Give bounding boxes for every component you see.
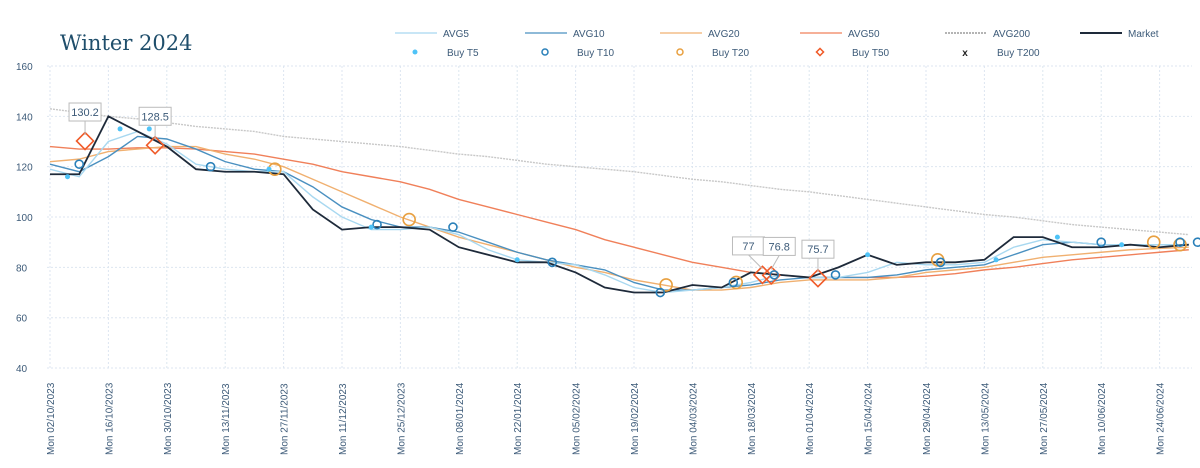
annotation-pointer	[748, 254, 763, 270]
buy-t10-marker	[448, 222, 458, 232]
buy-t10-marker	[372, 219, 382, 230]
series-market	[50, 115, 1189, 294]
annotation-label: 76.8	[769, 241, 790, 253]
buy-t5-marker	[1119, 242, 1125, 248]
legend-label: Buy T20	[712, 48, 749, 59]
buy-t20-marker	[659, 278, 673, 292]
legend-label: Buy T50	[852, 48, 889, 59]
legend-label: AVG200	[993, 29, 1030, 40]
buy-t5-marker	[368, 224, 374, 230]
buy-t20-marker	[729, 275, 744, 290]
x-tick-label: Mon 16/10/2023	[104, 382, 115, 455]
x-tick-label: Mon 25/12/2023	[396, 382, 407, 455]
y-tick-label: 40	[16, 364, 28, 375]
legend-ring-icon	[676, 48, 684, 56]
x-tick-label: Mon 13/05/2024	[980, 382, 991, 455]
annotation-label: 75.7	[807, 244, 828, 256]
legend-ring-icon	[541, 48, 549, 56]
buy-t10-marker	[1096, 237, 1106, 247]
buy-t10-marker	[1175, 237, 1185, 247]
legend-label: Market	[1128, 29, 1159, 40]
x-tick-label: Mon 05/02/2024	[572, 382, 583, 455]
x-tick-label: Mon 18/03/2024	[747, 382, 758, 455]
x-tick-label: Mon 08/01/2024	[455, 382, 466, 455]
buy-t5-marker	[1054, 234, 1060, 240]
buy-t20-marker	[402, 212, 416, 227]
buy-t5-marker	[117, 126, 123, 132]
buy-t10-marker	[655, 287, 666, 298]
annotation-label: 128.5	[141, 111, 169, 123]
buy-t5-marker	[65, 174, 71, 180]
legend-diamond-icon	[815, 47, 825, 57]
x-tick-label: Mon 27/05/2024	[1039, 382, 1050, 455]
buy-t5-marker	[865, 252, 871, 258]
legend-label: Buy T200	[997, 48, 1040, 59]
series-avg200	[49, 108, 1189, 236]
x-tick-label: Mon 29/04/2024	[922, 382, 933, 455]
y-tick-label: 80	[16, 263, 28, 274]
buy-t10-marker	[935, 257, 946, 268]
y-tick-label: 120	[16, 163, 33, 174]
buy-t20-marker	[1146, 235, 1161, 249]
legend-label: Buy T10	[577, 48, 614, 59]
buy-t10-marker	[1192, 237, 1200, 247]
buy-t10-marker	[205, 161, 216, 172]
y-tick-label: 160	[16, 62, 33, 73]
buy-t5-marker	[146, 126, 152, 132]
y-tick-label: 100	[16, 213, 33, 224]
legend-dot-icon	[412, 49, 418, 55]
legend-label: AVG20	[708, 29, 740, 40]
buy-t10-marker	[830, 270, 841, 280]
legend-x-icon: x	[962, 48, 968, 59]
x-tick-label: Mon 01/04/2024	[805, 382, 816, 455]
buy-t10-marker	[728, 277, 739, 288]
y-tick-label: 60	[16, 314, 28, 325]
x-tick-label: Mon 11/12/2023	[338, 383, 349, 455]
buy-t10-marker	[547, 257, 558, 268]
series-avg5	[49, 130, 1189, 294]
x-tick-label: Mon 15/04/2024	[864, 382, 875, 455]
buy-t5-marker	[993, 257, 999, 263]
x-tick-label: Mon 10/06/2024	[1097, 382, 1108, 455]
buy-t50-marker	[75, 131, 95, 151]
chart-title: Winter 2024	[60, 31, 192, 55]
annotation-label: 77	[742, 241, 754, 253]
x-tick-label: Mon 30/10/2023	[163, 382, 174, 455]
legend-label: AVG5	[443, 29, 469, 40]
x-tick-label: Mon 19/02/2024	[630, 382, 641, 455]
annotation-pointer	[770, 255, 780, 270]
series-avg10	[49, 135, 1189, 291]
x-tick-label: Mon 27/11/2023	[280, 383, 291, 455]
x-tick-label: Mon 02/10/2023	[46, 382, 57, 455]
legend-label: Buy T5	[447, 48, 479, 59]
buy-t10-marker	[74, 159, 84, 169]
x-tick-label: Mon 13/11/2023	[221, 383, 232, 455]
buy-t50-marker	[145, 135, 165, 155]
x-tick-label: Mon 24/06/2024	[1156, 382, 1167, 455]
y-tick-label: 140	[16, 112, 33, 123]
buy-t5-marker	[266, 166, 272, 172]
annotation-label: 130.2	[71, 107, 99, 119]
legend-label: AVG10	[573, 29, 605, 40]
buy-t5-marker	[514, 257, 520, 263]
buy-t50-marker	[808, 268, 828, 288]
legend-label: AVG50	[848, 29, 880, 40]
x-tick-label: Mon 22/01/2024	[513, 382, 524, 455]
buy-t10-marker	[769, 270, 779, 280]
x-tick-label: Mon 04/03/2024	[688, 382, 699, 455]
series-avg50	[49, 145, 1189, 279]
